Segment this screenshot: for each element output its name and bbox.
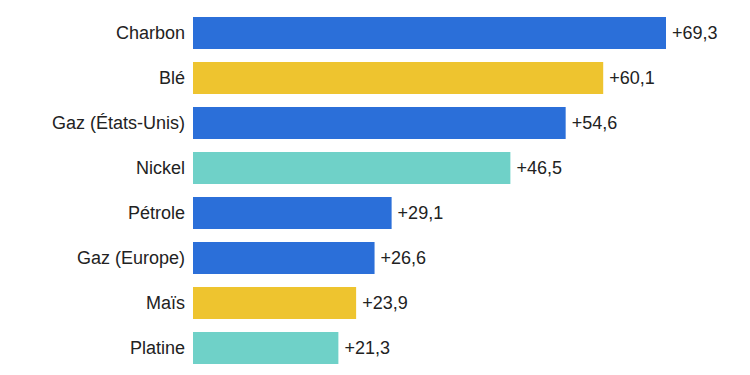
svg-text:+46,5: +46,5 <box>516 158 562 178</box>
svg-text:+21,3: +21,3 <box>344 338 390 358</box>
svg-text:+26,6: +26,6 <box>381 248 427 268</box>
svg-text:Platine: Platine <box>130 338 185 358</box>
svg-text:Blé: Blé <box>159 68 185 88</box>
svg-text:Maïs: Maïs <box>146 293 185 313</box>
svg-text:+69,3: +69,3 <box>672 23 718 43</box>
svg-text:Pétrole: Pétrole <box>128 203 185 223</box>
svg-text:+54,6: +54,6 <box>572 113 618 133</box>
svg-text:Gaz (États-Unis): Gaz (États-Unis) <box>52 113 185 133</box>
svg-text:+23,9: +23,9 <box>362 293 408 313</box>
svg-text:Nickel: Nickel <box>136 158 185 178</box>
svg-text:+60,1: +60,1 <box>609 68 655 88</box>
svg-text:Charbon: Charbon <box>116 23 185 43</box>
svg-text:Gaz (Europe): Gaz (Europe) <box>77 248 185 268</box>
svg-text:+29,1: +29,1 <box>398 203 444 223</box>
